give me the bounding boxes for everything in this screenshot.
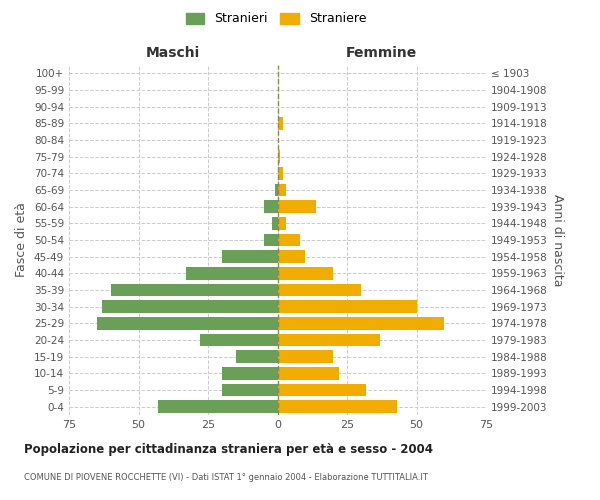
- Bar: [236, 350, 277, 363]
- Bar: [263, 200, 277, 213]
- Bar: [103, 300, 277, 313]
- Bar: [277, 367, 338, 380]
- Text: Femmine: Femmine: [346, 46, 418, 60]
- Bar: [277, 150, 280, 163]
- Y-axis label: Anni di nascita: Anni di nascita: [551, 194, 564, 286]
- Bar: [272, 217, 277, 230]
- Bar: [277, 184, 286, 196]
- Text: Popolazione per cittadinanza straniera per età e sesso - 2004: Popolazione per cittadinanza straniera p…: [24, 442, 433, 456]
- Bar: [277, 217, 286, 230]
- Bar: [277, 350, 333, 363]
- Bar: [222, 384, 277, 396]
- Bar: [158, 400, 277, 413]
- Text: COMUNE DI PIOVENE ROCCHETTE (VI) - Dati ISTAT 1° gennaio 2004 - Elaborazione TUT: COMUNE DI PIOVENE ROCCHETTE (VI) - Dati …: [24, 472, 428, 482]
- Y-axis label: Fasce di età: Fasce di età: [16, 202, 28, 278]
- Bar: [222, 250, 277, 263]
- Bar: [277, 250, 305, 263]
- Bar: [277, 400, 397, 413]
- Bar: [277, 234, 300, 246]
- Bar: [200, 334, 277, 346]
- Bar: [275, 184, 277, 196]
- Bar: [277, 334, 380, 346]
- Bar: [277, 300, 416, 313]
- Bar: [263, 234, 277, 246]
- Bar: [277, 384, 367, 396]
- Bar: [186, 267, 277, 280]
- Bar: [277, 200, 316, 213]
- Bar: [111, 284, 277, 296]
- Bar: [97, 317, 277, 330]
- Bar: [277, 317, 444, 330]
- Bar: [277, 167, 283, 179]
- Legend: Stranieri, Straniere: Stranieri, Straniere: [182, 8, 370, 29]
- Text: Maschi: Maschi: [146, 46, 200, 60]
- Bar: [222, 367, 277, 380]
- Bar: [277, 117, 283, 130]
- Bar: [277, 284, 361, 296]
- Bar: [277, 267, 333, 280]
